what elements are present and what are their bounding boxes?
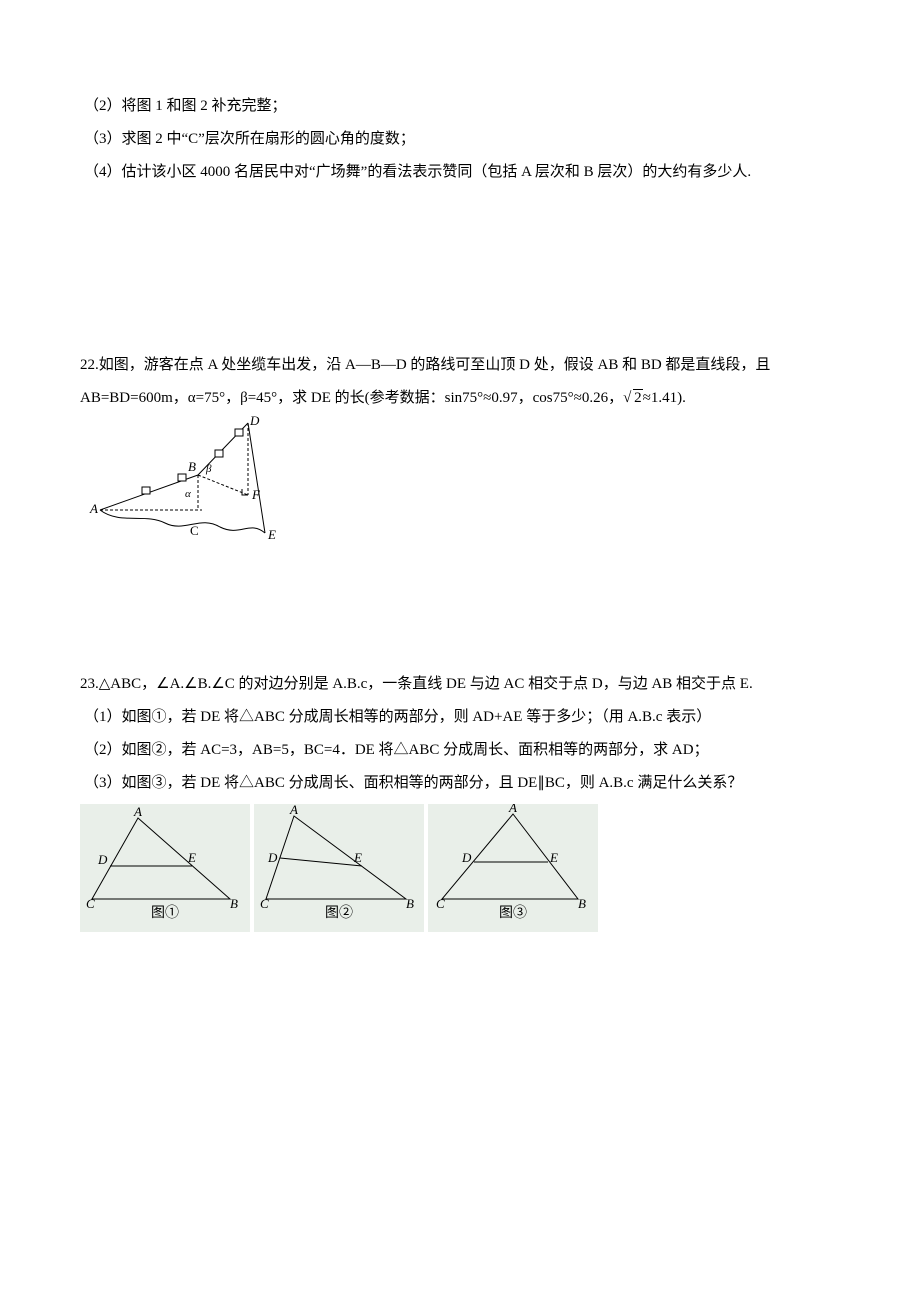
- svg-text:D: D: [249, 415, 260, 428]
- q21-block: （2）将图 1 和图 2 补充完整； （3）求图 2 中“C”层次所在扇形的圆心…: [80, 90, 840, 189]
- q22-line2-suffix: ≈1.41).: [643, 390, 686, 406]
- svg-text:D: D: [97, 852, 108, 867]
- svg-text:F: F: [251, 487, 261, 502]
- svg-text:B: B: [188, 459, 196, 474]
- svg-text:α: α: [185, 488, 191, 500]
- sqrt-icon: 2: [623, 382, 643, 415]
- q23-l3: （2）如图②，若 AC=3，AB=5，BC=4．DE 将△ABC 分成周长、面积…: [84, 734, 840, 767]
- svg-text:A: A: [508, 804, 517, 815]
- spacer-1: [80, 189, 840, 349]
- q22-block: 22.如图，游客在点 A 处坐缆车出发，沿 A—B—D 的路线可至山顶 D 处，…: [80, 349, 840, 558]
- q23-l4: （3）如图③，若 DE 将△ABC 分成周长、面积相等的两部分，且 DE∥BC，…: [84, 767, 840, 800]
- q21-p3: （3）求图 2 中“C”层次所在扇形的圆心角的度数；: [84, 123, 840, 156]
- svg-text:E: E: [187, 850, 196, 865]
- svg-text:E: E: [549, 850, 558, 865]
- svg-text:D: D: [267, 850, 278, 865]
- tri-fig1: A B C D E 图①: [80, 804, 250, 932]
- sqrt-radicand: 2: [633, 389, 643, 406]
- tri2-caption: 图②: [254, 899, 424, 930]
- q23-triangles: A B C D E 图① A B C D: [80, 804, 840, 932]
- svg-text:E: E: [267, 527, 276, 542]
- q21-p4: （4）估计该小区 4000 名居民中对“广场舞”的看法表示赞同（包括 A 层次和…: [84, 156, 840, 189]
- svg-text:A: A: [289, 804, 298, 817]
- svg-text:C: C: [190, 523, 199, 538]
- svg-text:A: A: [89, 501, 98, 516]
- svg-text:D: D: [461, 850, 472, 865]
- q22-diagram: A B D F E C α β: [80, 415, 840, 558]
- q23-l1: 23.△ABC，∠A.∠B.∠C 的对边分别是 A.B.c，一条直线 DE 与边…: [80, 668, 840, 701]
- q22-line1: 22.如图，游客在点 A 处坐缆车出发，沿 A—B—D 的路线可至山顶 D 处，…: [80, 349, 840, 382]
- q22-line2-prefix: AB=BD=600m，α=75°，β=45°，求 DE 的长(参考数据：sin7…: [80, 390, 623, 406]
- tri1-caption: 图①: [80, 899, 250, 930]
- svg-text:β: β: [205, 463, 212, 475]
- svg-text:E: E: [353, 850, 362, 865]
- q21-p2: （2）将图 1 和图 2 补充完整；: [84, 90, 840, 123]
- spacer-2: [80, 558, 840, 668]
- q22-line2: AB=BD=600m，α=75°，β=45°，求 DE 的长(参考数据：sin7…: [80, 382, 840, 415]
- q22-svg: A B D F E C α β: [80, 415, 300, 545]
- q23-l2: （1）如图①，若 DE 将△ABC 分成周长相等的两部分，则 AD+AE 等于多…: [84, 701, 840, 734]
- tri3-caption: 图③: [428, 899, 598, 930]
- tri-fig2: A B C D E 图②: [254, 804, 424, 932]
- q23-block: 23.△ABC，∠A.∠B.∠C 的对边分别是 A.B.c，一条直线 DE 与边…: [80, 668, 840, 932]
- svg-text:A: A: [133, 804, 142, 819]
- tri-fig3: A B C D E 图③: [428, 804, 598, 932]
